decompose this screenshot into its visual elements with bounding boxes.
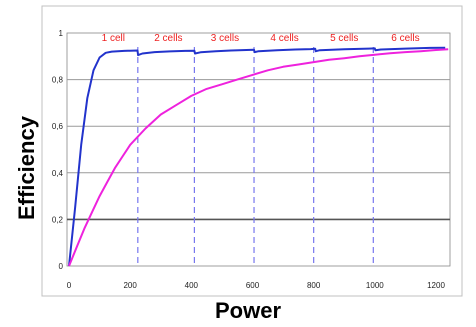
x-tick-label: 1000 xyxy=(366,281,384,290)
gridlines xyxy=(67,79,450,221)
cell-labels: 1 cell 2 cells 3 cells 4 cells 5 cells 6 cell… xyxy=(102,33,420,44)
y-tick-label: 0 xyxy=(59,262,64,271)
y-tick-label: 0,6 xyxy=(52,122,64,131)
cell-label: 6 cells xyxy=(391,33,419,44)
x-tick-label: 1200 xyxy=(427,281,445,290)
cell-label: 3 cells xyxy=(211,33,239,44)
x-tick-labels: 0 200 400 600 800 1000 1200 xyxy=(67,281,446,290)
cell-label: 1 cell xyxy=(102,33,125,44)
cell-boundary-lines xyxy=(137,46,374,266)
blue-efficiency-line xyxy=(68,46,446,267)
x-axis-title: Power xyxy=(215,298,281,323)
cell-label: 4 cells xyxy=(270,33,298,44)
x-tick-label: 400 xyxy=(185,281,199,290)
x-tick-label: 0 xyxy=(67,281,72,290)
magenta-efficiency-line xyxy=(68,48,449,267)
cell-label: 2 cells xyxy=(154,33,182,44)
y-axis-title: Efficiency xyxy=(14,115,39,220)
y-tick-labels: 0 0,2 0,4 0,6 0,8 1 xyxy=(52,29,64,271)
cell-label: 5 cells xyxy=(330,33,358,44)
data-series xyxy=(68,46,449,267)
y-tick-label: 0,4 xyxy=(52,169,64,178)
x-tick-label: 600 xyxy=(246,281,260,290)
x-tick-label: 800 xyxy=(307,281,321,290)
y-tick-label: 0,2 xyxy=(52,215,64,224)
plot-area xyxy=(66,32,451,267)
y-tick-label: 1 xyxy=(59,29,64,38)
x-tick-label: 200 xyxy=(123,281,137,290)
y-tick-label: 0,8 xyxy=(52,76,64,85)
